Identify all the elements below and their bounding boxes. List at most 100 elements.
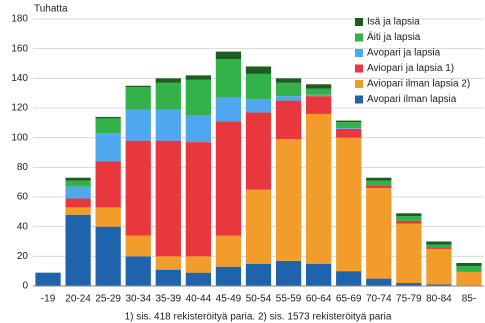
x-tick-label: 50-54 bbox=[246, 294, 272, 305]
bar-segment bbox=[155, 109, 181, 141]
bar-segment bbox=[95, 226, 121, 286]
bar-segment bbox=[366, 185, 392, 189]
x-tick-label: 55-59 bbox=[276, 294, 302, 305]
legend-swatch bbox=[355, 80, 363, 88]
bar-segment bbox=[426, 284, 452, 286]
y-tick-label: 160 bbox=[11, 43, 28, 54]
bar-segment bbox=[426, 247, 452, 249]
bar-segment bbox=[306, 96, 332, 114]
bar-segment bbox=[366, 188, 392, 279]
bar-segment bbox=[426, 244, 452, 248]
x-tick-label: 35-39 bbox=[156, 294, 182, 305]
y-tick-label: 0 bbox=[22, 281, 28, 292]
bar-segment bbox=[336, 137, 362, 272]
bar-segment bbox=[125, 85, 151, 88]
x-tick-label: 65-69 bbox=[336, 294, 362, 305]
y-tick-label: 120 bbox=[11, 103, 28, 114]
bar-segment bbox=[155, 78, 181, 83]
bar-segment bbox=[125, 256, 151, 286]
bar-segment bbox=[306, 84, 332, 89]
bar-segment bbox=[456, 271, 482, 286]
x-tick-label: 60-64 bbox=[306, 294, 332, 305]
bar-segment bbox=[185, 256, 211, 273]
legend-label: Avopari ilman lapsia bbox=[367, 94, 457, 105]
bar-segment bbox=[35, 272, 61, 286]
bar-segment bbox=[245, 66, 272, 74]
bar-segment bbox=[426, 241, 452, 245]
bar-segment bbox=[155, 269, 181, 286]
y-tick-label: 20 bbox=[17, 251, 29, 262]
bar-segment bbox=[396, 213, 422, 217]
bar-segment bbox=[275, 78, 302, 83]
bar-segment bbox=[65, 214, 91, 286]
bar-segment bbox=[215, 266, 242, 286]
bar-segment bbox=[306, 88, 332, 95]
bar-segment bbox=[275, 96, 302, 101]
y-tick-label: 180 bbox=[11, 14, 28, 25]
bar-segment bbox=[396, 220, 422, 224]
x-tick-label: 70-74 bbox=[366, 294, 392, 305]
bar-segment bbox=[65, 198, 91, 208]
bar-segment bbox=[65, 207, 91, 215]
bar-segment bbox=[125, 109, 151, 141]
bar-segment bbox=[185, 142, 211, 257]
footnote: 1) sis. 418 rekisteröityä paria. 2) sis.… bbox=[125, 312, 392, 323]
bar-segment bbox=[306, 263, 332, 286]
bar-segment bbox=[336, 122, 362, 129]
bar-segment bbox=[366, 177, 392, 181]
bar-segment bbox=[456, 265, 482, 272]
bar-segment bbox=[125, 87, 151, 110]
bar-segment bbox=[155, 82, 181, 110]
legend-label: Aviopari ja lapsia 1) bbox=[367, 63, 454, 74]
bar-segment bbox=[426, 248, 452, 285]
x-tick-label: 40-44 bbox=[186, 294, 212, 305]
bar-segment bbox=[215, 59, 242, 98]
bar-segment bbox=[245, 99, 272, 113]
bar-segment bbox=[396, 283, 422, 286]
bar-segment bbox=[125, 235, 151, 257]
bar-segment bbox=[336, 128, 362, 129]
bar-segment bbox=[336, 128, 362, 138]
legend-swatch bbox=[355, 64, 363, 73]
legend-swatch bbox=[355, 33, 363, 42]
bar-segment bbox=[155, 140, 181, 257]
bar-segment bbox=[185, 272, 211, 286]
y-axis-label: Tuhatta bbox=[34, 4, 68, 15]
bar-segment bbox=[95, 118, 121, 134]
bar-segment bbox=[275, 139, 302, 261]
bar-segment bbox=[95, 207, 121, 227]
bar-segment bbox=[215, 121, 242, 236]
legend-label: Isä ja lapsia bbox=[367, 17, 420, 28]
bar-segment bbox=[306, 94, 332, 97]
bar-segment bbox=[185, 115, 211, 143]
bar-segment bbox=[65, 177, 91, 181]
bar-segment bbox=[245, 189, 272, 264]
bar-segment bbox=[456, 263, 482, 266]
bar-segment bbox=[65, 186, 91, 199]
y-tick-label: 60 bbox=[17, 192, 29, 203]
bar-segment bbox=[245, 263, 272, 286]
bar-segment bbox=[215, 235, 242, 267]
bar-segment bbox=[155, 256, 181, 270]
bar-segment bbox=[95, 161, 121, 208]
legend-label: Äiti ja lapsia bbox=[367, 31, 421, 43]
bar-segment bbox=[396, 216, 422, 221]
bar-segment bbox=[215, 97, 242, 122]
bar-segment bbox=[95, 133, 121, 162]
legend-label: Avopari ja lapsia bbox=[367, 48, 441, 59]
bar-segment bbox=[185, 75, 211, 80]
bar-segment bbox=[306, 113, 332, 264]
bar-segment bbox=[336, 271, 362, 286]
x-tick-label: 80-84 bbox=[426, 294, 452, 305]
bar-segment bbox=[245, 73, 272, 100]
x-tick-label: 75-79 bbox=[396, 294, 422, 305]
legend-swatch bbox=[355, 49, 363, 57]
bar-segment bbox=[336, 120, 362, 123]
y-tick-label: 40 bbox=[17, 221, 29, 232]
y-tick-label: 100 bbox=[11, 132, 28, 143]
x-tick-label: -19 bbox=[41, 294, 56, 305]
x-tick-label: 85- bbox=[462, 294, 476, 305]
bar-segment bbox=[275, 100, 302, 140]
x-tick-label: 30-34 bbox=[125, 294, 151, 305]
